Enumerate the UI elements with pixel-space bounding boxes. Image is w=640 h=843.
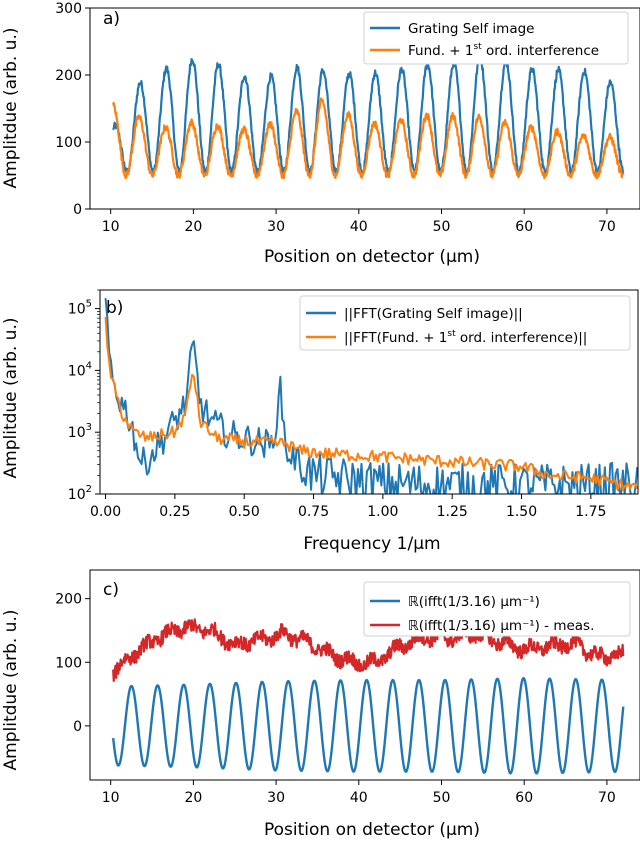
panel-a-xtick-label: 30 [267,219,285,235]
panel-a-ytick-label: 100 [55,135,82,151]
panel-a-ytick-label: 0 [73,202,82,218]
panel-b-legend-label-1: ||FFT(Grating Self image)|| [344,306,523,322]
panel-a-xtick-label: 40 [350,219,368,235]
panel-b-xtick-label: 0.00 [90,504,121,520]
panel-a-frame [89,7,640,210]
panel-b-ytick-label: 102 [68,484,92,503]
panel-c-xtick-label: 10 [102,790,120,806]
panel-c-legend-label-1: ℝ(ifft(1/3.16) µm⁻¹) [408,594,540,610]
panel-b-xtick-label: 0.50 [229,504,260,520]
panel-c-ytick-label: 0 [73,719,82,735]
panel-c-label: c) [103,580,119,600]
panel-a-xtick-label: 60 [515,219,533,235]
panel-a-xlabel: Position on detector (µm) [264,247,480,267]
panel-b-xtick-label: 1.00 [367,504,398,520]
panel-b-legend-box [299,295,631,351]
panel-c-ylabel: Amplitdue (arb. u.) [1,610,21,771]
panel-b-xtick-label: 1.50 [506,504,537,520]
panel-a: 10 20 30 40 50 60 70 0 100 200 300 a) Position on … [1,1,640,267]
panel-a-xtick-label: 20 [184,219,202,235]
panel-b-series-2-line [104,316,638,492]
panel-c-xtick-label: 20 [184,790,202,806]
panel-c-legend-box [363,581,631,637]
panel-a-ylabel: Amplitdue (arb. u.) [1,28,21,189]
panel-a-legend-box [363,11,629,65]
panel-b-ytick-label: 104 [68,360,92,379]
panel-a-ytick-label: 200 [55,68,82,84]
panel-b: 0.00 0.25 0.50 0.75 1.00 1.25 1.50 1.75 102 103 10… [1,289,639,554]
panel-b-legend: ||FFT(Grating Self image)|| ||FFT(Fund. … [299,295,631,351]
panel-b-xtick-label: 1.75 [575,504,606,520]
panel-a-xtick-label: 70 [598,219,616,235]
panel-a-label: a) [103,9,120,29]
panel-c-xtick-label: 60 [515,790,533,806]
panel-b-legend-label-2: ||FFT(Fund. + 1st ord. interference)|| [344,329,587,346]
panel-c-ytick-label: 200 [55,592,82,608]
panel-a-xtick-label: 50 [433,219,451,235]
panel-b-ylabel: Amplitdue (arb. u.) [1,318,21,479]
panel-b-xlabel: Frequency 1/µm [303,534,440,554]
panel-a-ytick-label: 300 [55,1,82,17]
panel-c-ytick-label: 100 [55,655,82,671]
panel-b-xtick-label: 1.25 [437,504,468,520]
panel-b-label: b) [106,298,123,318]
panel-c: 10 20 30 40 50 60 70 0 100 200 c) Position on det… [1,569,640,840]
panel-c-xtick-label: 50 [433,790,451,806]
panel-c-xtick-label: 30 [267,790,285,806]
panel-c-xtick-label: 70 [598,790,616,806]
panel-c-legend-label-2: ℝ(ifft(1/3.16) µm⁻¹) - meas. [408,618,594,634]
panel-b-xtick-label: 0.25 [159,504,190,520]
panel-c-xtick-label: 40 [350,790,368,806]
panel-a-legend: Grating Self image Fund. + 1st ord. inte… [363,11,629,65]
panel-a-plot-area: 10 20 30 40 50 60 70 0 100 200 300 [55,1,640,235]
panel-c-frame [89,569,640,781]
panel-c-series-1-line [111,677,625,775]
panel-c-legend: ℝ(ifft(1/3.16) µm⁻¹) ℝ(ifft(1/3.16) µm⁻¹… [363,581,631,637]
panel-b-xtick-label: 0.75 [298,504,329,520]
panel-a-series-2-line [112,97,625,180]
panel-c-xlabel: Position on detector (µm) [264,820,480,840]
panel-c-series-2-line [112,618,625,683]
panel-a-legend-label-1: Grating Self image [408,21,534,37]
panel-a-legend-label-2: Fund. + 1st ord. interference [408,42,599,59]
panel-b-ytick-label: 105 [68,299,92,318]
panel-b-plot-area: 0.00 0.25 0.50 0.75 1.00 1.25 1.50 1.75 102 103 10… [68,289,639,520]
panel-b-ytick-label: 103 [68,422,92,441]
panel-a-series-1-line [112,54,625,177]
panel-b-frame [99,289,639,495]
panel-a-xtick-label: 10 [102,219,120,235]
panel-c-plot-area: 10 20 30 40 50 60 70 0 100 200 [55,569,640,806]
